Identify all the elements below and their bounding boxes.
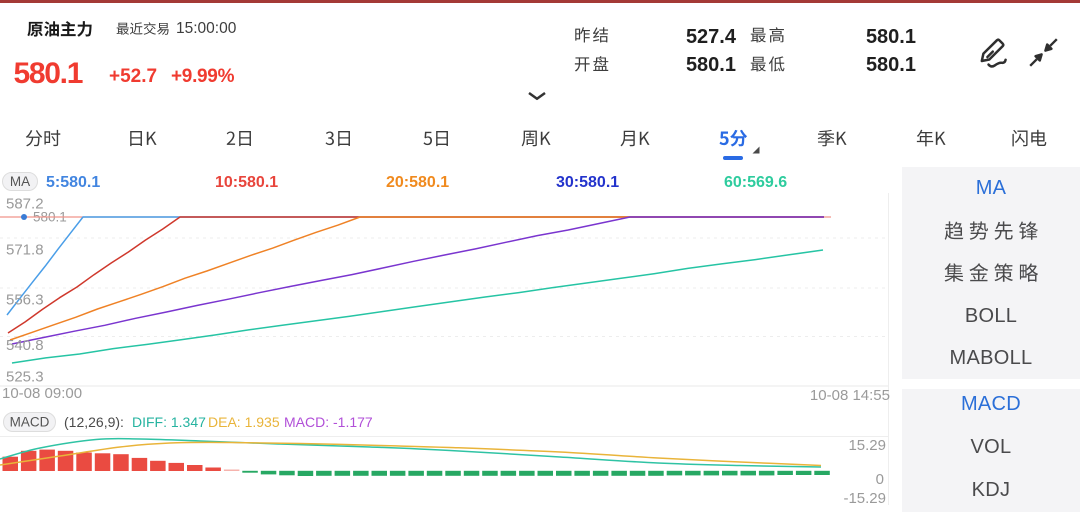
svg-text:MA: MA bbox=[10, 174, 30, 189]
svg-text:10-08 14:55: 10-08 14:55 bbox=[810, 387, 890, 404]
svg-text:-15.29: -15.29 bbox=[843, 490, 886, 507]
svg-text:571.8: 571.8 bbox=[6, 241, 44, 258]
svg-text:556.3: 556.3 bbox=[6, 292, 44, 309]
svg-text:587.2: 587.2 bbox=[6, 196, 44, 213]
svg-text:DIFF: 1.347: DIFF: 1.347 bbox=[132, 414, 206, 430]
svg-text:15.29: 15.29 bbox=[848, 437, 886, 454]
svg-text:0: 0 bbox=[876, 471, 884, 488]
svg-text:DEA: 1.935: DEA: 1.935 bbox=[208, 414, 280, 430]
svg-text:20:580.1: 20:580.1 bbox=[386, 174, 449, 191]
svg-text:540.8: 540.8 bbox=[6, 337, 44, 354]
svg-text:(12,26,9):: (12,26,9): bbox=[64, 414, 124, 430]
svg-text:10-08 09:00: 10-08 09:00 bbox=[2, 385, 82, 402]
svg-text:5:580.1: 5:580.1 bbox=[46, 174, 100, 191]
svg-text:10:580.1: 10:580.1 bbox=[215, 174, 278, 191]
svg-text:60:569.6: 60:569.6 bbox=[724, 174, 787, 191]
svg-text:525.3: 525.3 bbox=[6, 368, 44, 385]
svg-text:30:580.1: 30:580.1 bbox=[556, 174, 619, 191]
svg-text:MACD: MACD bbox=[10, 415, 50, 430]
svg-text:MACD: -1.177: MACD: -1.177 bbox=[284, 414, 373, 430]
